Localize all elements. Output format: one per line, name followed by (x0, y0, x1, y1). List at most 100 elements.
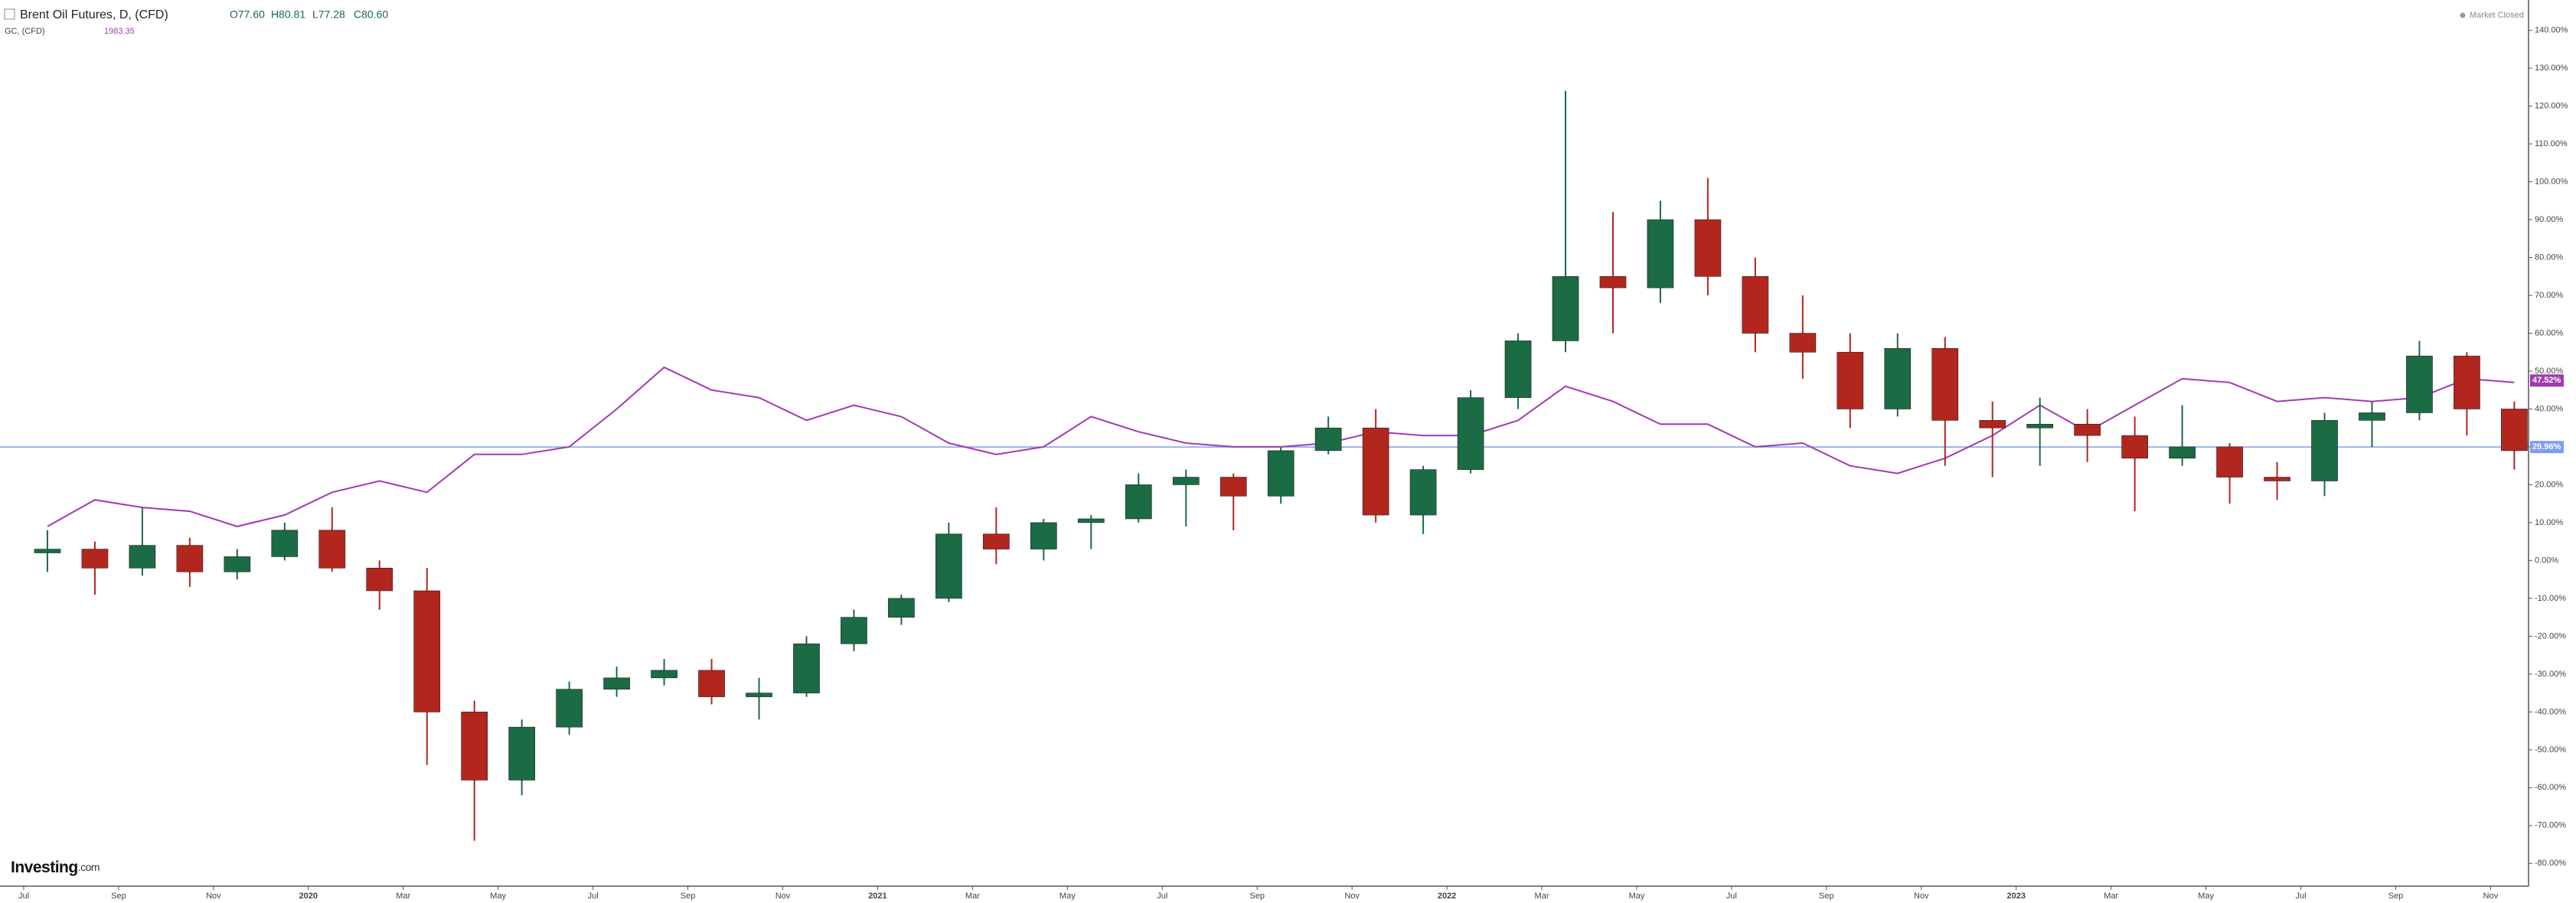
x-tick-label: Nov (1344, 892, 1360, 901)
candle-body (1979, 420, 2006, 429)
gold-line (47, 366, 2515, 527)
x-tick-label: Nov (206, 892, 221, 901)
x-tick-label: Sep (1249, 892, 1265, 901)
candle-body (1837, 351, 1864, 409)
candle-body (1314, 427, 1342, 452)
chart-title: Brent Oil Futures, D, (CFD) (20, 8, 168, 21)
candle-body (2121, 435, 2148, 459)
x-tick-label: May (1629, 892, 1645, 901)
x-tick-label: 2020 (299, 892, 318, 901)
y-tick-label: -20.00% (2535, 631, 2566, 641)
candle-body (2074, 423, 2101, 436)
x-tick-label: Sep (111, 892, 126, 901)
x-tick-label: Jul (2296, 892, 2307, 901)
candle-body (34, 549, 61, 553)
x-tick-label: May (490, 892, 506, 901)
candle-body (793, 643, 820, 693)
x-tick-label: Jul (1157, 892, 1167, 901)
y-tick-label: 70.00% (2535, 291, 2564, 300)
candle-body (318, 530, 346, 569)
x-tick-label: Mar (396, 892, 410, 901)
market-status: Market Closed (2470, 11, 2524, 20)
logo: Investing.com (11, 859, 100, 876)
candle-body (1125, 484, 1152, 520)
candle-body (2501, 409, 2528, 452)
collapse-icon[interactable] (4, 8, 15, 20)
x-tick-label: Mar (2104, 892, 2118, 901)
candle-body (603, 677, 630, 689)
x-tick-label: Mar (1535, 892, 1549, 901)
x-tick-label: Mar (965, 892, 980, 901)
candle-body (224, 556, 251, 572)
candle-body (1504, 341, 1532, 398)
x-tick-label: Sep (1819, 892, 1834, 901)
status-dot (2460, 12, 2466, 18)
candle-body (1647, 219, 1674, 289)
y-tick-label: 110.00% (2535, 139, 2568, 148)
candle-body (651, 670, 677, 679)
candle-body (413, 590, 441, 712)
quote-value: C80.60 (354, 8, 388, 21)
candle-body (2454, 355, 2480, 409)
candle-body (556, 689, 583, 728)
candle-body (2406, 355, 2433, 413)
series-name: GC, (CFD) (5, 27, 45, 36)
y-tick-label: 0.00% (2535, 556, 2558, 565)
candle-body (1077, 518, 1105, 523)
quote-value: L77.28 (312, 8, 345, 21)
y-tick-label: 130.00% (2535, 64, 2568, 73)
quote-value: H80.81 (271, 8, 305, 21)
candle-body (1789, 333, 1817, 353)
candle-body (1172, 477, 1200, 485)
candle-body (2169, 446, 2196, 459)
x-tick-label: Jul (18, 892, 29, 901)
x-tick-label: 2022 (1438, 892, 1456, 901)
candle-body (935, 533, 962, 599)
x-tick-label: Nov (1914, 892, 1929, 901)
candle-body (271, 530, 299, 557)
y-tick-label: -10.00% (2535, 594, 2566, 603)
x-tick-label: Nov (775, 892, 791, 901)
x-tick-label: Jul (588, 892, 599, 901)
x-tick-label: Nov (2483, 892, 2499, 901)
candle-body (1884, 347, 1912, 409)
candle-body (508, 726, 536, 781)
y-tick-label: -80.00% (2535, 859, 2566, 868)
candle-body (698, 670, 725, 697)
candle-body (1552, 275, 1579, 341)
candle-body (2311, 420, 2338, 481)
series-price: 1983.35 (104, 27, 135, 36)
y-tick-label: 60.00% (2535, 328, 2564, 337)
last-value-label: 47.52% (2532, 376, 2561, 385)
candle-body (461, 712, 488, 781)
candle-body (81, 549, 109, 569)
candle-body (1267, 450, 1295, 497)
logo-suffix: .com (78, 861, 100, 873)
y-tick-label: -40.00% (2535, 707, 2566, 716)
candle-body (2026, 423, 2054, 429)
candle-body (888, 598, 915, 618)
candle-body (1599, 275, 1627, 289)
y-tick-label: 50.00% (2535, 367, 2564, 376)
logo-text: Investing (11, 859, 78, 876)
x-tick-label: 2023 (2006, 892, 2025, 901)
x-tick-label: Sep (681, 892, 696, 901)
candle-body (2264, 477, 2290, 481)
candle-body (983, 533, 1010, 549)
candle-body (366, 568, 393, 592)
candle-body (1409, 469, 1437, 516)
last-value-box (2530, 441, 2564, 454)
y-tick-label: 100.00% (2535, 177, 2568, 186)
y-tick-label: 140.00% (2535, 25, 2568, 34)
candle-body (2359, 412, 2385, 421)
candle-body (746, 693, 772, 697)
y-tick-label: -50.00% (2535, 745, 2566, 755)
candle-body (1219, 477, 1247, 497)
x-tick-label: Sep (2388, 892, 2404, 901)
candle-body (841, 617, 867, 644)
last-value-label: 29.96% (2532, 442, 2561, 452)
candle-body (1742, 275, 1769, 334)
y-tick-label: -70.00% (2535, 821, 2566, 830)
candle-body (176, 545, 204, 572)
